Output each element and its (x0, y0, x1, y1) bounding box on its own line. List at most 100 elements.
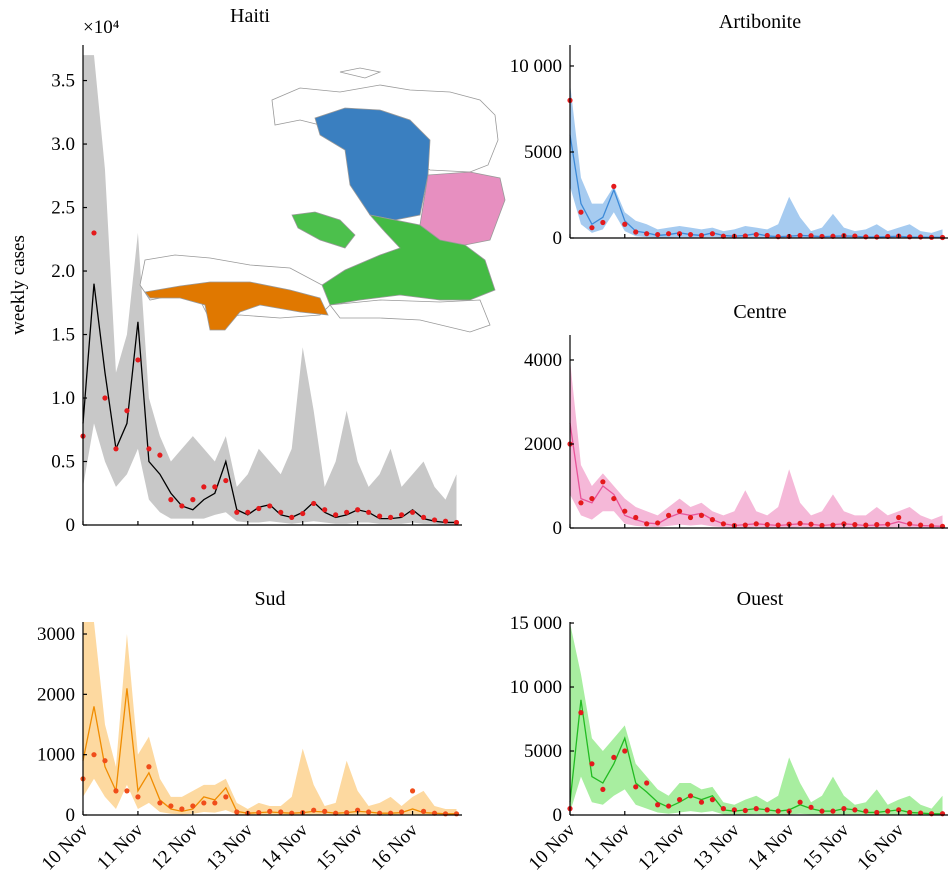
observed-point (907, 234, 913, 240)
observed-point (322, 808, 328, 814)
x-tick-label: 10 Nov (525, 819, 580, 874)
observed-point (775, 522, 781, 528)
observed-point (874, 234, 880, 240)
y-tick-label: 2.5 (51, 198, 75, 219)
observed-point (819, 522, 825, 529)
observed-point (655, 231, 661, 238)
x-tick-label: 12 Nov (148, 819, 203, 874)
observed-point (611, 754, 617, 761)
observed-point (742, 522, 748, 528)
observed-point (311, 500, 317, 507)
observed-point (589, 761, 595, 767)
observed-point (808, 804, 814, 810)
observed-point (146, 446, 152, 452)
y-tick-label: 10 000 (510, 677, 562, 698)
observed-point (698, 512, 705, 518)
panel: Artibonite 0 5000 10 000 (510, 11, 948, 249)
y-tick-label: 5000 (524, 741, 562, 762)
observed-point (409, 509, 416, 515)
observed-point (333, 512, 339, 518)
observed-point (720, 806, 726, 812)
observed-point (874, 809, 880, 816)
observed-point (168, 803, 174, 809)
observed-point (753, 521, 759, 527)
observed-point (830, 522, 836, 528)
observed-point (102, 758, 108, 764)
observed-point (841, 521, 847, 527)
observed-point (907, 521, 913, 527)
observed-point (578, 500, 584, 506)
observed-point (764, 232, 770, 239)
observed-point (753, 806, 759, 812)
observed-point (731, 807, 737, 813)
observed-point (91, 230, 97, 236)
observed-point (720, 521, 726, 527)
observed-point (453, 519, 460, 526)
uncertainty-band (570, 623, 943, 815)
x-tick-label: 16 Nov (367, 819, 422, 874)
observed-point (742, 233, 748, 239)
x-tick-label: 12 Nov (634, 819, 689, 874)
observed-point (841, 806, 847, 812)
observed-point (885, 521, 891, 527)
y-tick-label: 0 (553, 805, 563, 826)
panel: Sud 0 1000 2000 3000 10 Nov 11 Nov 12 Nov 13 Nov… (37, 588, 462, 874)
uncertainty-band (83, 55, 457, 526)
panel: Ouest 0 5000 10 000 15 000 10 Nov 11 Nov 12 Nov… (510, 588, 948, 874)
observed-point (267, 503, 273, 509)
x-tick-label: 11 Nov (93, 819, 148, 874)
observed-point (907, 809, 913, 816)
observed-point (135, 357, 141, 363)
observed-point (256, 505, 262, 512)
observed-point (157, 800, 163, 806)
observed-point (179, 806, 185, 812)
x-tick-label: 14 Nov (744, 819, 799, 874)
observed-point (863, 234, 869, 240)
observed-point (355, 507, 361, 513)
observed-point (223, 477, 229, 484)
x-tick-label: 10 Nov (38, 819, 93, 874)
x-tick-label: 16 Nov (853, 819, 908, 874)
observed-point (896, 514, 902, 521)
observed-point (212, 484, 218, 490)
observed-point (366, 509, 372, 515)
observed-point (289, 514, 295, 520)
observed-point (168, 497, 174, 503)
observed-point (753, 231, 759, 238)
observed-point (600, 786, 606, 793)
y-tick-label: 10 000 (510, 56, 562, 77)
observed-point (344, 509, 350, 515)
y-tick-label: 3.5 (51, 71, 75, 92)
observed-point (398, 809, 405, 815)
observed-point (256, 809, 262, 816)
observed-point (322, 507, 328, 513)
observed-point (278, 809, 284, 815)
observed-point (355, 807, 361, 813)
observed-point (676, 797, 683, 803)
observed-point (201, 800, 207, 806)
panel-title: Haiti (230, 5, 270, 27)
observed-point (589, 495, 595, 502)
y-tick-label: 1000 (37, 745, 75, 766)
observed-point (698, 799, 705, 805)
y-tick-label: 3.0 (51, 134, 75, 155)
observed-point (687, 514, 694, 521)
y-tick-label: 15 000 (510, 613, 562, 634)
observed-point (666, 512, 672, 518)
observed-point (234, 509, 240, 515)
y-axis-label: weekly cases (8, 235, 29, 335)
observed-point (442, 811, 449, 817)
observed-point (633, 229, 639, 235)
observed-point (918, 810, 924, 816)
uncertainty-band (570, 359, 943, 528)
observed-point (918, 234, 924, 240)
observed-point (655, 520, 661, 526)
observed-point (201, 484, 207, 490)
observed-point (698, 232, 705, 239)
observed-point (190, 497, 196, 503)
observed-point (600, 219, 606, 226)
observed-point (709, 516, 716, 523)
observed-point (676, 508, 683, 514)
y-tick-label: 2000 (524, 434, 562, 455)
panel: Centre 0 2000 4000 (524, 301, 948, 539)
